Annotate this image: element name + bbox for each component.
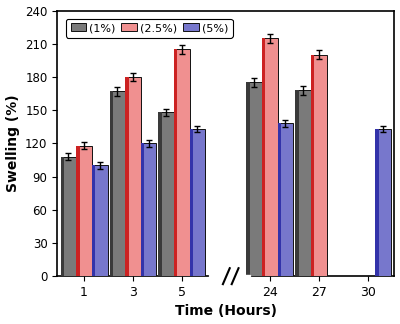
Bar (262, 38, 266, 276)
Bar (125, 77, 141, 276)
Bar (311, 55, 326, 276)
Bar (278, 123, 281, 276)
Bar (295, 90, 299, 276)
Bar (110, 91, 125, 276)
Bar (174, 49, 190, 276)
Bar (61, 156, 76, 276)
Bar (190, 129, 205, 276)
Bar (246, 83, 250, 276)
Bar (375, 129, 379, 276)
Bar (125, 77, 128, 276)
Bar (246, 83, 262, 276)
Bar (141, 143, 156, 276)
Bar (92, 166, 95, 276)
Bar (76, 145, 92, 276)
Bar (209, 275, 250, 276)
Bar (311, 55, 314, 276)
Bar (262, 38, 278, 276)
Bar (141, 143, 144, 276)
Bar (295, 90, 311, 276)
Y-axis label: Swelling (%): Swelling (%) (6, 95, 20, 192)
Bar (278, 123, 293, 276)
X-axis label: Time (Hours): Time (Hours) (175, 305, 277, 318)
Bar (92, 166, 108, 276)
Legend: (1%), (2.5%), (5%): (1%), (2.5%), (5%) (66, 19, 233, 38)
Bar (158, 112, 162, 276)
Bar (190, 129, 193, 276)
Bar (174, 49, 178, 276)
Bar (110, 91, 113, 276)
Bar (375, 129, 391, 276)
Bar (61, 156, 64, 276)
Bar (76, 145, 80, 276)
Bar (158, 112, 174, 276)
